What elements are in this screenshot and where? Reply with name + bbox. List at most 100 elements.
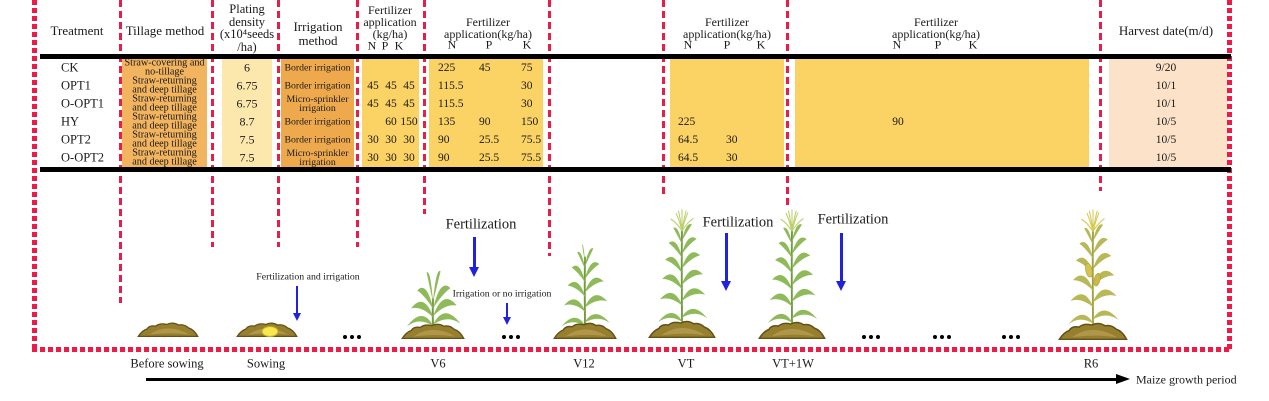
cell-fert2-k: 150 [521,116,539,128]
soil-mound-graphic [401,323,465,340]
maize-plant-r6 [1058,204,1128,334]
maize-seed-icon [261,324,279,337]
stage-label-v6: V6 [430,356,446,371]
cell-fert2-k: 30 [521,98,533,110]
ellipsis-dots-0 [343,335,361,339]
dot [869,335,873,339]
v6-irrigation-annotation: Irrigation or no irrigation [452,288,552,300]
column-divider-dashed-8 [1099,0,1102,191]
header-irrigation-method: Irrigation method [293,19,343,48]
column-divider-dashed-1 [211,0,214,247]
cell-fert2-k: 75 [521,62,533,74]
cell-harvest-date: 10/1 [1155,80,1177,92]
ellipsis-dots-2 [862,335,880,339]
soil-mound-v12 [553,321,617,340]
dot [1009,335,1013,339]
cell-fert3-p: 30 [726,134,738,146]
axis-label: Maize growth period [1136,372,1237,387]
column-divider-dashed-5 [548,0,551,256]
cell-fert1-k: 30 [403,134,415,146]
cell-treatment: O-OPT1 [61,96,105,111]
soil-mound-graphic [553,322,617,340]
cell-fert2-p: 45 [479,62,491,74]
cell-treatment: OPT1 [61,78,91,93]
maize-plant-vt [649,204,715,332]
npk-header-fert1-k: K [394,38,404,53]
stage-label-vt1w: VT+1W [772,356,814,371]
dot [502,335,506,339]
npk-header-fert4-p: P [934,37,942,52]
npk-header-fert2-p: P [485,37,493,52]
dot [357,335,361,339]
cell-tillage-method: Straw-returning and deep tillage [132,75,197,96]
header-harvest-date: Harvest date(m/d) [1118,23,1214,38]
maize-tall-graphic [767,209,818,333]
cell-plating-density: 6.75 [236,96,258,111]
soil-mound-graphic [648,320,716,339]
maize-plant-v6 [404,263,462,333]
cell-irrigation-method: Border irrigation [284,116,351,128]
column-band-fert2 [429,59,543,167]
dot [933,335,937,339]
cell-fert2-p: 25.5 [479,152,500,164]
soil-mound-v6 [401,322,465,340]
vt-fertilization-arrow [721,233,731,291]
soil-mound-graphic [137,322,199,338]
cell-treatment: O-OPT2 [61,150,105,165]
axis-line [146,378,1118,381]
stage-label-vt: VT [677,356,695,371]
soil-mound-vt1w [758,320,826,340]
arrow-head [469,267,479,277]
column-divider-dashed-0 [119,0,122,303]
cell-fert1-n: 45 [367,80,379,92]
cell-fert3-n: 225 [678,116,696,128]
vt-fertilization-label: Fertilization [702,214,774,231]
table-bottom-rule [40,167,1231,172]
cell-harvest-date: 10/5 [1155,116,1177,128]
cell-irrigation-method: Border irrigation [284,134,351,146]
column-divider-dashed-7 [786,0,789,205]
cell-fert3-n: 64.5 [678,134,699,146]
cell-fert2-k: 75.5 [521,134,542,146]
header-plating-density: Plating density (x10⁴seeds /ha) [219,2,275,54]
soil-mound-vt [648,319,716,339]
cell-fert1-k: 45 [403,80,415,92]
arrow-shaft [472,237,476,267]
axis-arrowhead [1116,374,1130,384]
npk-header-fert3-p: P [723,37,731,52]
arrow-shaft [295,286,299,313]
v6-fertilization-label: Fertilization [445,216,517,233]
cell-fert1-k: 150 [400,116,418,128]
vt1w-fertilization-label: Fertilization [817,211,889,228]
npk-header-fert4-n: N [892,37,902,52]
cell-fert1-n: 30 [367,134,379,146]
cell-irrigation-method: Micro-sprinkler irrigation [286,93,349,114]
cell-fert1-p: 30 [385,152,397,164]
dot [516,335,520,339]
cell-tillage-method: Straw-returning and deep tillage [132,111,197,132]
maize-tall-graphic [1068,209,1119,334]
column-band-fert4 [795,59,1089,167]
column-band-harvest [1109,59,1228,167]
stage-label-before-sowing: Before sowing [130,356,204,371]
cell-treatment: OPT2 [61,132,91,147]
dot [947,335,951,339]
table-top-rule [40,54,1231,59]
cell-fert1-p: 45 [385,80,397,92]
npk-header-fert4-k: K [968,37,978,52]
cell-fert1-k: 30 [403,152,415,164]
outer-border-right [1227,0,1232,352]
cell-fert1-p: 30 [385,134,397,146]
stage-label-sowing: Sowing [246,356,286,371]
cell-treatment: HY [61,114,80,129]
ellipsis-dots-1 [502,335,520,339]
dot [1016,335,1020,339]
cell-irrigation-method: Border irrigation [284,80,351,92]
cell-plating-density: 6 [244,60,250,75]
dot [862,335,866,339]
cell-fert1-p: 45 [385,98,397,110]
sowing-fertilization-arrow [293,286,301,321]
cell-plating-density: 7.5 [239,150,255,165]
arrow-shaft [724,233,728,281]
sowing-annotation: Fertilization and irrigation [256,271,360,283]
